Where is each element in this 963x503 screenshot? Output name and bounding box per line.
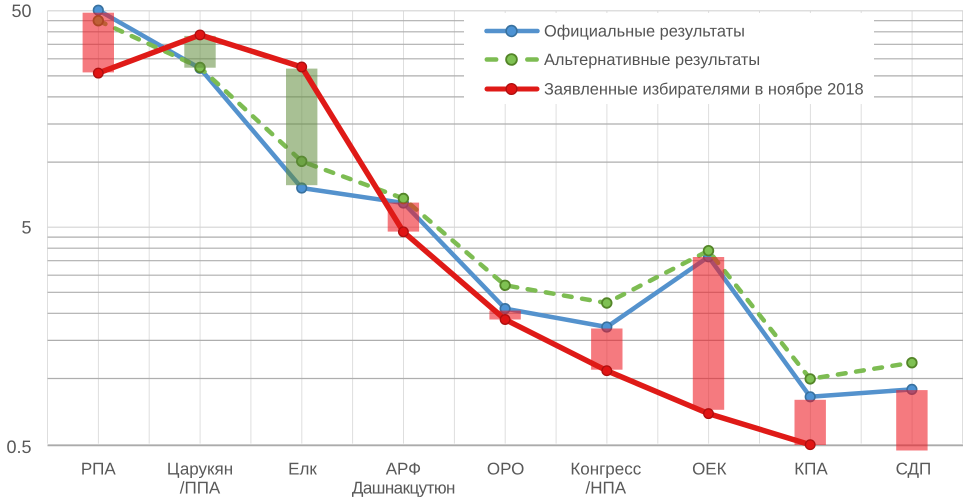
svg-text:0.5: 0.5 (6, 437, 31, 457)
svg-text:Елк: Елк (288, 460, 317, 479)
svg-text:АРФ: АРФ (386, 460, 421, 479)
svg-text:КПА: КПА (794, 460, 828, 479)
svg-text:5: 5 (21, 217, 31, 237)
svg-text:Заявленные избирателями в нояб: Заявленные избирателями в ноябре 2018 (544, 81, 864, 99)
svg-text:СДП: СДП (896, 460, 932, 479)
svg-text:Царукян: Царукян (167, 460, 233, 479)
svg-text:/ППА: /ППА (180, 479, 221, 498)
svg-text:Конгресс: Конгресс (570, 460, 641, 479)
svg-text:ОРО: ОРО (487, 460, 524, 479)
svg-text:50: 50 (11, 1, 31, 21)
svg-text:Дашнакцутюн: Дашнакцутюн (352, 479, 455, 498)
svg-text:РПА: РПА (81, 460, 117, 479)
svg-text:/НПА: /НПА (586, 479, 627, 498)
svg-text:Альтернативные результаты: Альтернативные результаты (544, 51, 760, 69)
svg-text:ОЕК: ОЕК (692, 460, 727, 479)
svg-text:Официальные результаты: Официальные результаты (544, 23, 745, 41)
